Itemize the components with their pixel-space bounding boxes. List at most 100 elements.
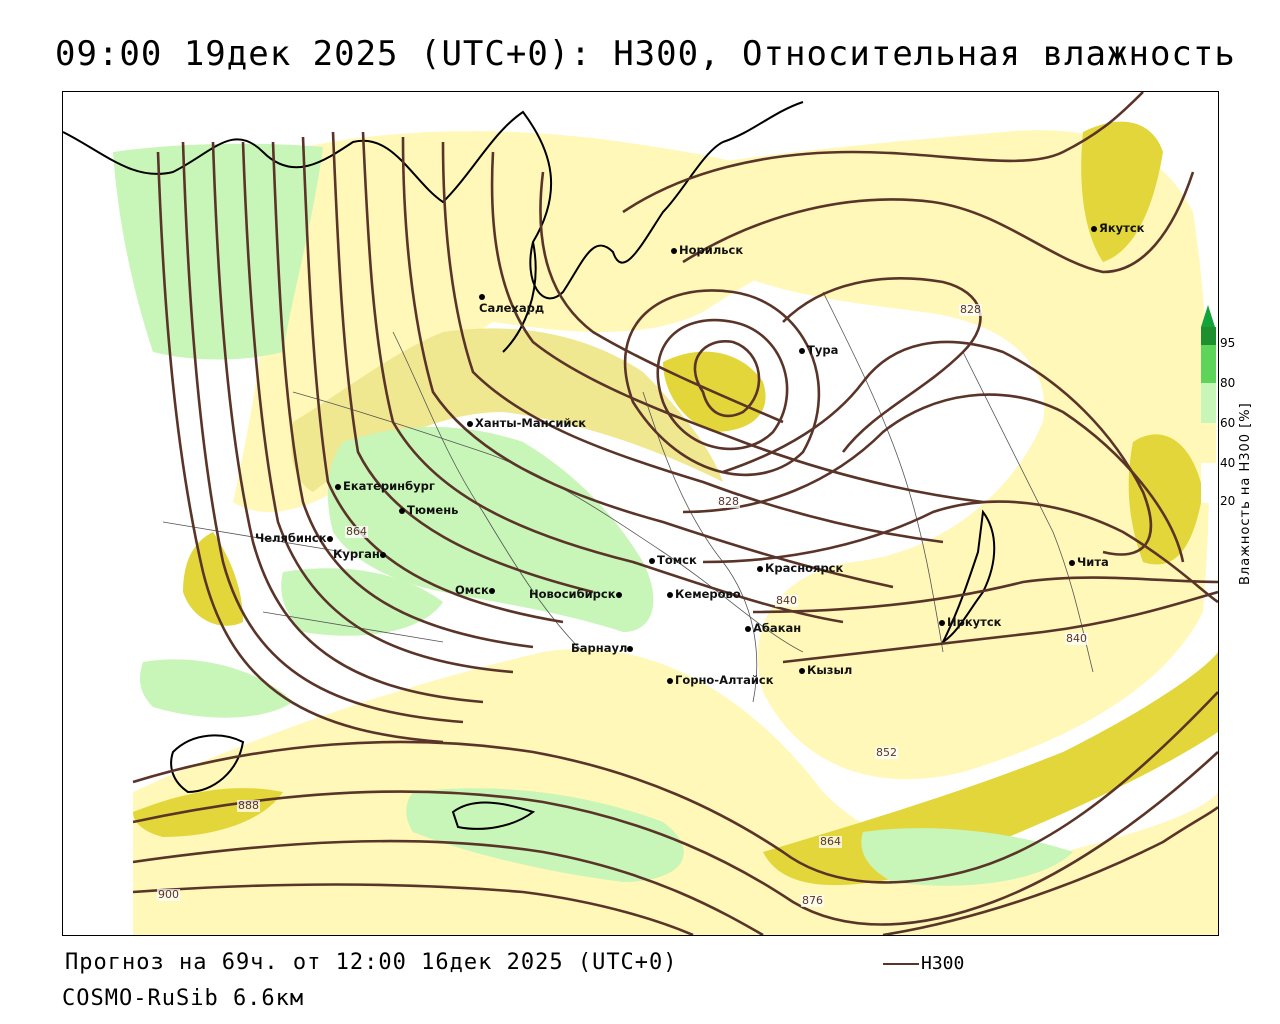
colorbar-segment-40 xyxy=(1201,423,1216,463)
city-label: Екатеринбург xyxy=(335,480,435,492)
city-label: Кызыл xyxy=(799,664,852,676)
contour-line xyxy=(132,839,764,935)
humidity-area-dark xyxy=(1081,121,1163,262)
city-marker-icon xyxy=(399,507,405,514)
colorbar-title: Влажность на H300 [%] xyxy=(1238,402,1253,585)
contour-line xyxy=(132,691,1218,884)
city-marker-icon xyxy=(1069,559,1075,566)
contour-line xyxy=(782,590,1218,664)
city-label: Барнаул xyxy=(571,642,635,654)
contour-line xyxy=(181,141,464,724)
contour-line xyxy=(331,131,594,594)
colorbar-segment-80 xyxy=(1201,345,1216,383)
city-marker-icon xyxy=(479,293,485,300)
city-label: Курган xyxy=(333,548,388,560)
coastline-peninsula xyxy=(502,241,537,353)
city-marker-icon xyxy=(671,247,677,254)
contour-value-label: 828 xyxy=(717,495,740,508)
coastline-island xyxy=(170,734,245,794)
h300-contours xyxy=(132,92,1218,935)
city-label: Салехард xyxy=(479,290,544,314)
colorbar-triangle-icon xyxy=(1201,305,1215,327)
city-label: Иркутск xyxy=(939,616,1001,628)
contour-line xyxy=(132,751,1218,926)
contour-line xyxy=(211,141,484,704)
contour-line xyxy=(361,131,844,624)
humidity-area-green xyxy=(861,828,1073,886)
city-marker-icon xyxy=(488,587,495,594)
contour-line xyxy=(722,340,1153,556)
contour-value-label: 828 xyxy=(959,303,982,316)
contour-line xyxy=(539,171,784,424)
city-marker-icon xyxy=(745,625,751,632)
city-label: Абакан xyxy=(745,622,801,634)
map-panel: Норильск Якутск Салехард Тура Ханты-Манс… xyxy=(62,91,1219,936)
humidity-area-yellow xyxy=(663,130,1210,780)
contour-line xyxy=(490,151,984,504)
colorbar-tick: 40 xyxy=(1220,456,1236,470)
map-svg xyxy=(63,92,1218,935)
colorbar-tick: 80 xyxy=(1220,376,1236,390)
city-marker-icon xyxy=(667,591,673,598)
contour-line xyxy=(301,136,564,624)
humidity-area-green xyxy=(140,659,293,718)
city-label: Томск xyxy=(649,554,697,566)
city-label: Норильск xyxy=(671,244,743,256)
contour-value-label: 864 xyxy=(819,835,842,848)
colorbar-tick: 20 xyxy=(1220,494,1236,508)
contour-value-label: 840 xyxy=(1065,632,1088,645)
contour-line xyxy=(271,141,534,649)
humidity-area-dark xyxy=(763,652,1218,886)
contour-line xyxy=(132,883,694,935)
coastline-lake xyxy=(451,801,536,830)
forecast-caption: Прогноз на 69ч. от 12:00 16дек 2025 (UTC… xyxy=(65,950,678,975)
city-marker-icon xyxy=(939,619,945,626)
colorbar-tick: 60 xyxy=(1220,416,1236,430)
city-marker-icon xyxy=(615,591,622,598)
city-marker-icon xyxy=(799,667,805,674)
city-marker-icon xyxy=(757,565,763,572)
humidity-area-green xyxy=(281,568,443,636)
humidity-area-green xyxy=(406,788,684,882)
city-marker-icon xyxy=(799,347,805,354)
contour-line xyxy=(241,141,514,674)
contour-line xyxy=(156,151,444,744)
colorbar-tick: 95 xyxy=(1220,336,1236,350)
city-marker-icon xyxy=(1091,225,1097,232)
contour-line xyxy=(656,318,789,451)
city-label: Якутск xyxy=(1091,222,1144,234)
legend-h300: H300 xyxy=(883,953,964,974)
contour-value-label: 876 xyxy=(801,894,824,907)
city-marker-icon xyxy=(326,535,333,542)
colorbar-segment-60 xyxy=(1201,383,1216,423)
city-marker-icon xyxy=(335,483,341,490)
city-marker-icon xyxy=(649,557,655,564)
city-label: Чита xyxy=(1069,556,1109,568)
coastline-baikal xyxy=(940,509,996,645)
city-marker-icon xyxy=(627,645,634,652)
city-label: Тюмень xyxy=(399,504,458,516)
contour-value-label: 852 xyxy=(875,746,898,759)
contour-line xyxy=(623,289,821,477)
city-label: Ханты-Мансийск xyxy=(467,417,586,429)
city-marker-icon xyxy=(379,551,386,558)
contour-value-label: 888 xyxy=(237,799,260,812)
humidity-area-dark xyxy=(1128,434,1203,565)
contour-line xyxy=(682,171,1195,274)
contour-line xyxy=(882,806,1218,935)
contour-value-label: 840 xyxy=(775,594,798,607)
map-title: 09:00 19дек 2025 (UTC+0): H300, Относите… xyxy=(55,34,1236,74)
contour-line xyxy=(702,500,1218,604)
contour-line xyxy=(622,92,1144,214)
humidity-area-green xyxy=(327,427,654,632)
city-label: Омск xyxy=(455,584,497,596)
model-caption: COSMO-RuSib 6.6км xyxy=(62,986,305,1011)
contour-line-icon xyxy=(883,963,919,965)
contour-line xyxy=(441,141,944,544)
city-label: Красноярск xyxy=(757,562,843,574)
contour-line xyxy=(401,136,894,589)
city-label: Челябинск xyxy=(255,532,335,544)
colorbar-segment-20 xyxy=(1201,463,1216,503)
contour-value-label: 900 xyxy=(157,888,180,901)
contour-line xyxy=(693,340,761,418)
